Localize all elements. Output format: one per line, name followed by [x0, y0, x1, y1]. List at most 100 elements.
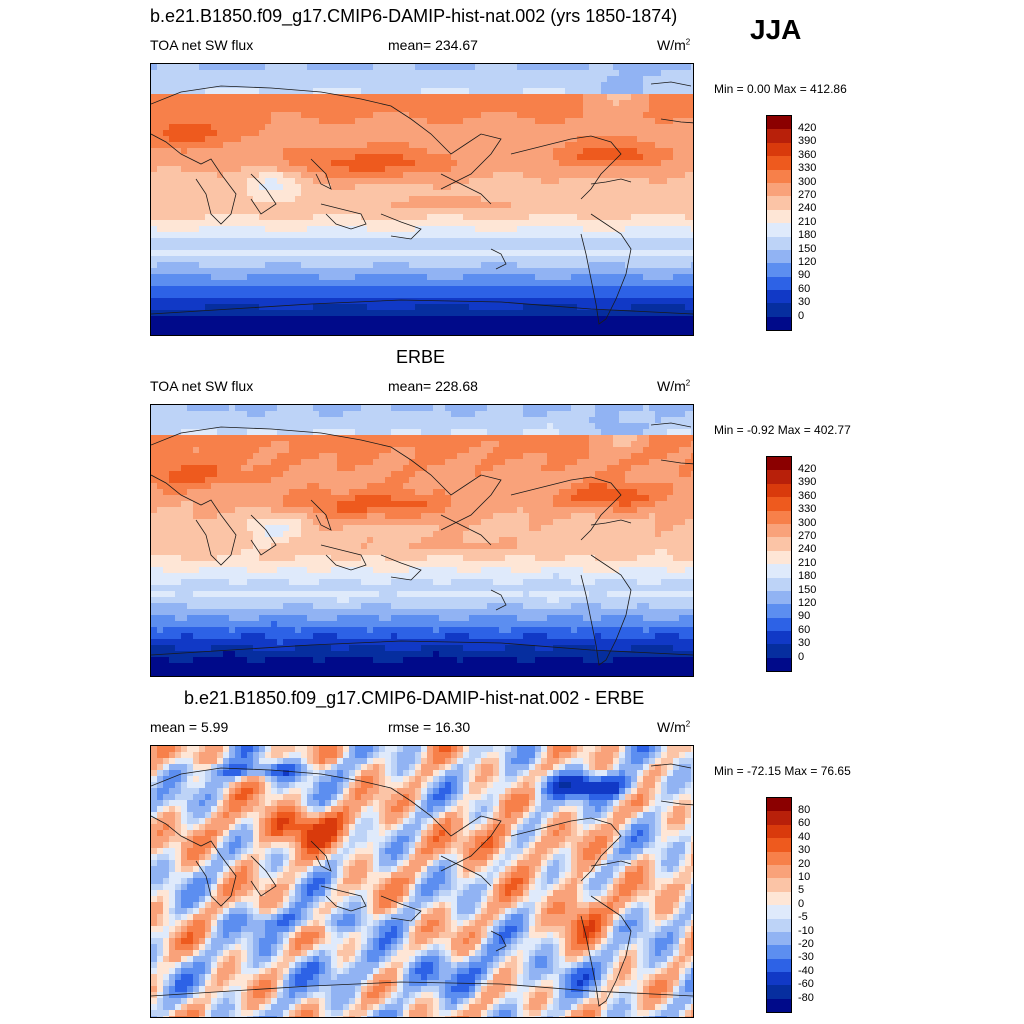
contour-cell — [367, 310, 374, 317]
contour-cell — [241, 160, 248, 167]
contour-cell — [649, 334, 656, 335]
contour-cell — [223, 154, 230, 161]
contour-cell — [409, 220, 416, 227]
contour-cell — [289, 130, 296, 137]
contour-cell — [223, 417, 230, 424]
contour-cell — [535, 244, 542, 251]
contour-cell — [691, 274, 693, 281]
contour-cell — [541, 208, 548, 215]
contour-cell — [517, 190, 524, 197]
contour-cell — [517, 310, 524, 317]
contour-cell — [373, 280, 380, 287]
contour-cell — [553, 148, 560, 155]
contour-cell — [673, 166, 680, 173]
contour-cell — [619, 118, 626, 125]
contour-cell — [355, 106, 362, 113]
contour-cell — [685, 112, 692, 119]
contour-cell — [169, 94, 176, 101]
contour-cell — [559, 328, 566, 335]
contour-cell — [211, 142, 218, 149]
contour-cell — [163, 166, 170, 173]
contour-cell — [445, 292, 452, 299]
contour-cell — [193, 435, 200, 442]
contour-cell — [361, 64, 368, 71]
contour-cell — [589, 304, 596, 311]
contour-cell — [655, 220, 662, 227]
contour-cell — [253, 136, 260, 143]
contour-cell — [451, 226, 458, 233]
contour-cell — [661, 178, 668, 185]
contour-cell — [415, 220, 422, 227]
contour-cell — [211, 244, 218, 251]
contour-cell — [445, 262, 452, 269]
contour-cell — [673, 226, 680, 233]
contour-cell — [499, 184, 506, 191]
contour-cell — [157, 64, 164, 71]
contour-cell — [271, 124, 278, 131]
contour-cell — [313, 286, 320, 293]
contour-cell — [595, 178, 602, 185]
contour-cell — [445, 154, 452, 161]
contour-cell — [559, 148, 566, 155]
contour-cell — [367, 244, 374, 251]
contour-cell — [463, 441, 470, 448]
contour-cell — [229, 178, 236, 185]
contour-cell — [487, 172, 494, 179]
contour-cell — [379, 196, 386, 203]
contour-cell — [493, 262, 500, 269]
contour-cell — [445, 411, 452, 418]
contour-cell — [397, 106, 404, 113]
contour-cell — [421, 118, 428, 125]
contour-cell — [319, 435, 326, 442]
contour-cell — [409, 250, 416, 257]
contour-cell — [313, 238, 320, 245]
contour-cell — [391, 64, 398, 71]
contour-cell — [277, 70, 284, 77]
contour-cell — [367, 429, 374, 436]
contour-cell — [169, 208, 176, 215]
contour-cell — [379, 429, 386, 436]
contour-cell — [571, 130, 578, 137]
contour-cell — [427, 244, 434, 251]
contour-cell — [493, 136, 500, 143]
contour-cell — [607, 70, 614, 77]
contour-cell — [637, 166, 644, 173]
contour-cell — [337, 70, 344, 77]
contour-cell — [493, 208, 500, 215]
contour-cell — [421, 411, 428, 418]
contour-cell — [247, 106, 254, 113]
contour-cell — [481, 136, 488, 143]
contour-cell — [229, 118, 236, 125]
contour-cell — [403, 232, 410, 239]
contour-cell — [373, 172, 380, 179]
contour-cell — [511, 435, 518, 442]
contour-cell — [169, 124, 176, 131]
contour-cell — [595, 429, 602, 436]
contour-cell — [469, 441, 476, 448]
contour-cell — [613, 316, 620, 323]
contour-cell — [295, 178, 302, 185]
contour-cell — [367, 118, 374, 125]
contour-cell — [535, 214, 542, 221]
contour-cell — [589, 316, 596, 323]
contour-cell — [343, 310, 350, 317]
contour-cell — [625, 202, 632, 209]
contour-cell — [451, 178, 458, 185]
contour-cell — [613, 88, 620, 95]
contour-cell — [499, 214, 506, 221]
contour-cell — [499, 94, 506, 101]
contour-cell — [625, 112, 632, 119]
contour-cell — [349, 202, 356, 209]
contour-cell — [679, 280, 686, 287]
contour-cell — [565, 423, 572, 430]
contour-cell — [559, 310, 566, 317]
contour-cell — [283, 405, 290, 412]
contour-cell — [307, 310, 314, 317]
contour-cell — [391, 82, 398, 89]
contour-cell — [487, 178, 494, 185]
contour-cell — [229, 190, 236, 197]
contour-cell — [199, 328, 206, 335]
contour-cell — [409, 70, 416, 77]
contour-cell — [439, 190, 446, 197]
contour-cell — [415, 190, 422, 197]
